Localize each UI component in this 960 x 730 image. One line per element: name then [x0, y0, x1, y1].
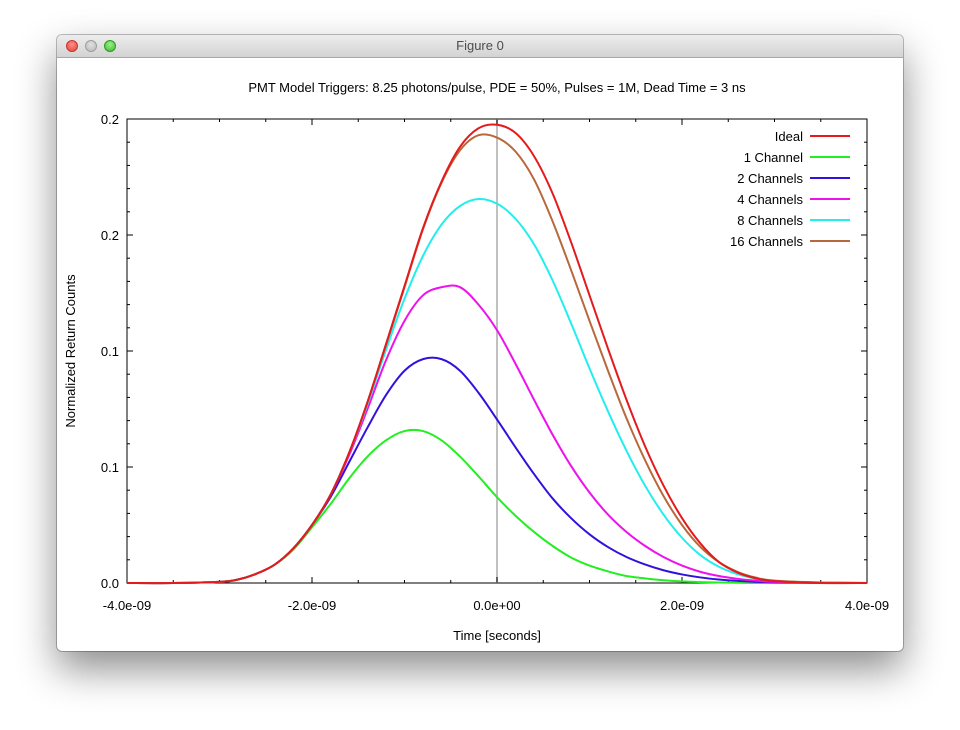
chart-title: PMT Model Triggers: 8.25 photons/pulse, … [248, 80, 746, 95]
zoom-button[interactable] [104, 40, 116, 52]
y-tick-label: 0.2 [101, 228, 119, 243]
x-tick-label: -2.0e-09 [288, 598, 336, 613]
legend-label: 2 Channels [737, 171, 803, 186]
x-tick-label: 4.0e-09 [845, 598, 889, 613]
series-line-ideal [126, 123, 868, 585]
title-bar[interactable]: Figure 0 [57, 35, 903, 58]
legend-label: 8 Channels [737, 213, 803, 228]
figure-window: Figure 0 PMT Model Triggers: 8.25 photon… [57, 35, 903, 651]
legend-label: 4 Channels [737, 192, 803, 207]
x-axis-label: Time [seconds] [453, 628, 541, 643]
legend-label: 1 Channel [744, 150, 803, 165]
close-button[interactable] [66, 40, 78, 52]
x-tick-label: 2.0e-09 [660, 598, 704, 613]
y-tick-label: 0.0 [101, 576, 119, 591]
window-title: Figure 0 [456, 38, 504, 53]
legend-label: Ideal [775, 129, 803, 144]
x-tick-label: 0.0e+00 [473, 598, 520, 613]
y-tick-label: 0.1 [101, 344, 119, 359]
y-tick-label: 0.2 [101, 112, 119, 127]
chart-canvas: PMT Model Triggers: 8.25 photons/pulse, … [63, 80, 889, 643]
y-axis-label: Normalized Return Counts [63, 274, 78, 428]
legend: Ideal 1 Channel 2 Channels 4 Channels 8 Chan… [730, 129, 850, 249]
legend-label: 16 Channels [730, 234, 803, 249]
minimize-button[interactable] [85, 40, 97, 52]
y-tick-label: 0.1 [101, 460, 119, 475]
x-tick-label: -4.0e-09 [103, 598, 151, 613]
